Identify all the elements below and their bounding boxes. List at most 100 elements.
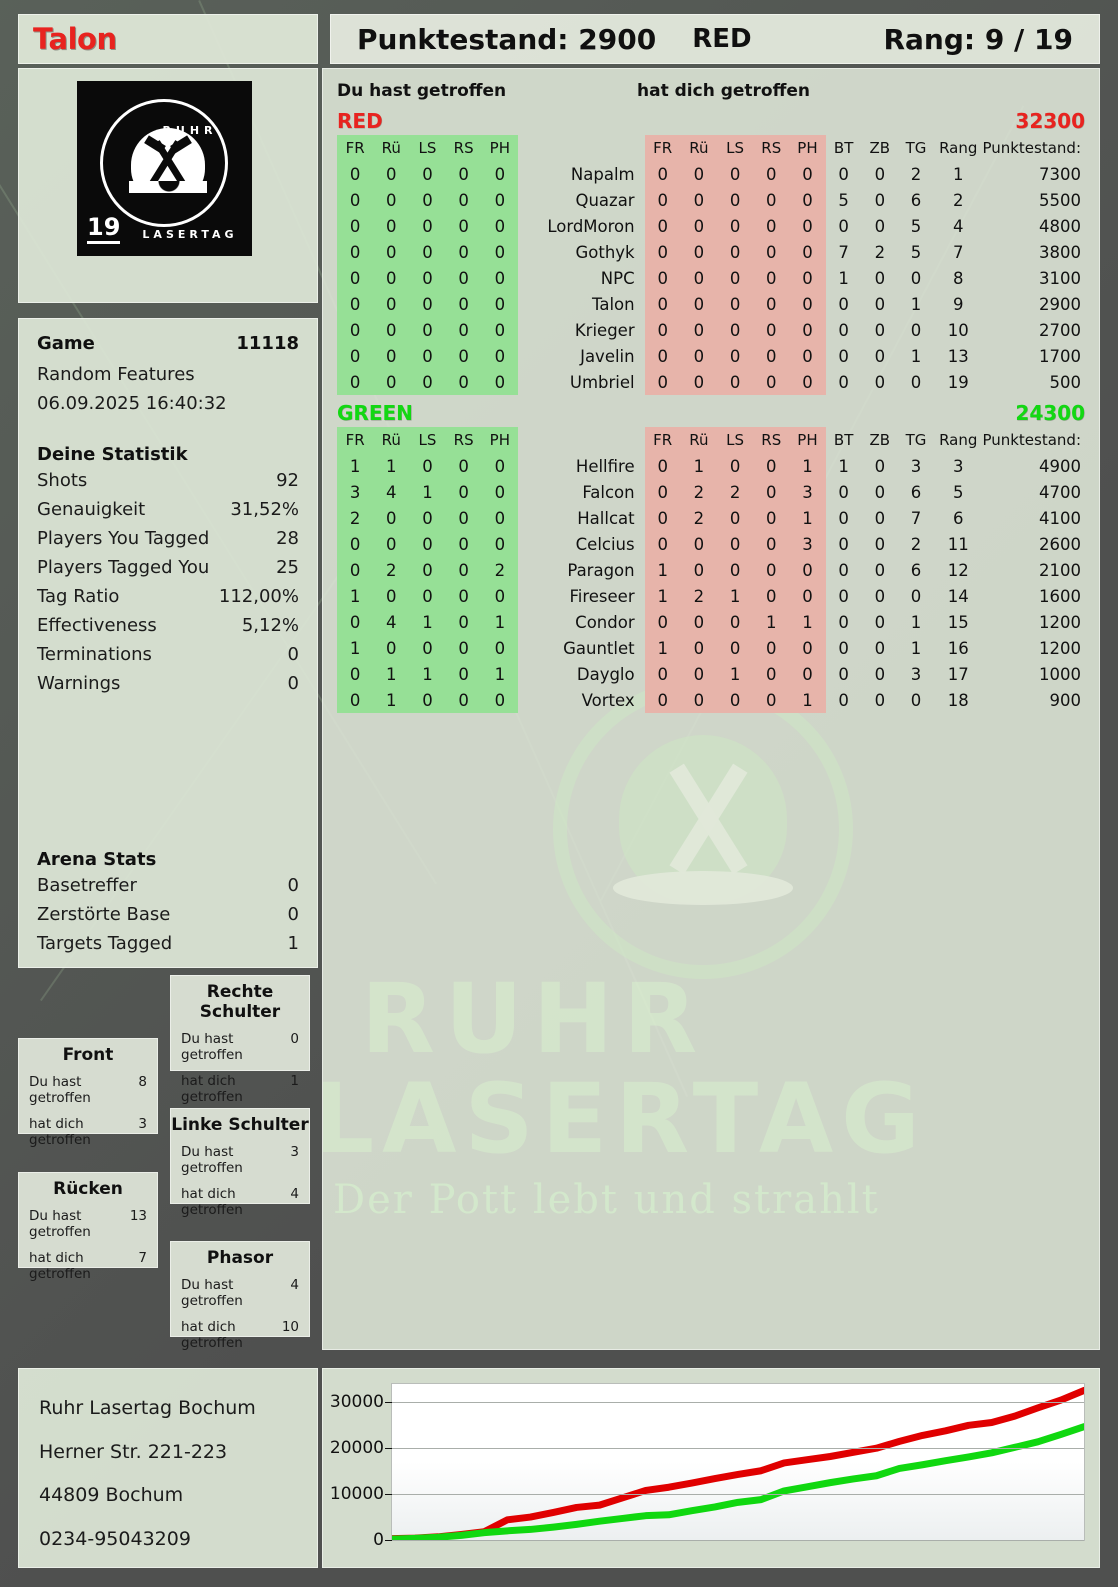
table-row[interactable]: 0 4 1 0 1 Condor 0 0 0 1 1 0 0 1 15 1200	[337, 609, 1087, 635]
cell-zb: 0	[874, 664, 886, 684]
col-header-you-Rü: Rü	[373, 427, 410, 453]
cell-rang: 8	[952, 268, 964, 288]
cell-them: 0	[644, 343, 681, 369]
cell-them: 0	[753, 479, 790, 505]
table-row[interactable]: 0 2 0 0 2 Paragon 1 0 0 0 0 0 0 6 12 2100	[337, 557, 1087, 583]
cell-them: 0	[680, 635, 717, 661]
logo-circle-icon: RUHR LASERTAG	[100, 99, 234, 241]
cell-them: 0	[753, 531, 790, 557]
cell-zb: 0	[874, 612, 886, 632]
cell-zb: 0	[874, 294, 886, 314]
cell-tg: 0	[910, 320, 922, 340]
cell-you: 0	[481, 505, 518, 531]
table-row[interactable]: 0 0 0 0 0 Napalm 0 0 0 0 0 0 0 2 1 7300	[337, 161, 1087, 187]
cell-them: 0	[644, 317, 681, 343]
watermark-line-3: Der Pott lebt und strahlt	[333, 1177, 880, 1223]
team-score-table: FR Rü LS RS PH FR Rü LS RS PH BT ZB TG Rang Punktestan…	[337, 427, 1087, 713]
cell-score: 1200	[1039, 612, 1081, 632]
table-row[interactable]: 0 0 0 0 0 Quazar 0 0 0 0 0 5 0 6 2 5500	[337, 187, 1087, 213]
cell-them: 0	[680, 531, 717, 557]
cell-you: 0	[481, 531, 518, 557]
stat-value: 28	[276, 528, 299, 550]
table-row[interactable]: 3 4 1 0 0 Falcon 0 2 2 0 3 0 0 6 5 4700	[337, 479, 1087, 505]
cell-tg: 1	[910, 612, 922, 632]
stat-label: Players Tagged You	[37, 557, 210, 579]
cell-bt: 0	[838, 294, 849, 314]
cell-player-name: Talon	[592, 294, 635, 314]
cell-you: 0	[445, 161, 482, 187]
cell-them: 0	[789, 239, 826, 265]
chart-gridline	[392, 1448, 1084, 1450]
logo-number: 19	[87, 215, 121, 244]
stat-row: Warnings 0	[37, 670, 299, 699]
page-title: Talon	[33, 22, 117, 56]
cell-you: 0	[445, 317, 482, 343]
table-row[interactable]: 1 1 0 0 0 Hellfire 0 1 0 0 1 1 0 3 3 4900	[337, 453, 1087, 479]
col-header-you-FR: FR	[337, 427, 374, 453]
cell-rang: 15	[947, 612, 969, 632]
cell-score: 2900	[1039, 294, 1081, 314]
cell-bt: 1	[838, 268, 849, 288]
cell-you: 0	[481, 317, 518, 343]
stat-label: Shots	[37, 470, 88, 492]
stat-row: Targets Tagged 1	[37, 930, 299, 959]
table-row[interactable]: 0 0 0 0 0 Krieger 0 0 0 0 0 0 0 0 10 2700	[337, 317, 1087, 343]
cell-zb: 0	[874, 534, 886, 554]
cell-them: 0	[680, 687, 717, 713]
col-header-rang: Rang	[939, 139, 978, 157]
table-row[interactable]: 0 0 0 0 0 Celcius 0 0 0 0 3 0 0 2 11 2600	[337, 531, 1087, 557]
cell-them: 0	[753, 161, 790, 187]
section-headers: Du hast getroffen hat dich getroffen	[337, 81, 1085, 101]
cell-them: 0	[716, 635, 754, 661]
hitbox-front: Front Du hast getroffen 8 hat dich getro…	[18, 1038, 158, 1148]
cell-you: 0	[481, 687, 518, 713]
hitbox-them-value: 4	[290, 1186, 299, 1202]
cell-you: 0	[409, 369, 446, 395]
col-header-you-PH: PH	[481, 135, 518, 161]
cell-you: 0	[409, 213, 446, 239]
cell-them: 0	[753, 453, 790, 479]
game-mode: Random Features	[37, 364, 195, 385]
cell-you: 1	[481, 661, 518, 687]
cell-player-name: Umbriel	[569, 372, 635, 392]
cell-them: 0	[644, 479, 681, 505]
cell-player-name: Gothyk	[575, 242, 635, 262]
table-row[interactable]: 0 0 0 0 0 Umbriel 0 0 0 0 0 0 0 0 19 500	[337, 369, 1087, 395]
table-row[interactable]: 2 0 0 0 0 Hallcat 0 2 0 0 1 0 0 7 6 4100	[337, 505, 1087, 531]
stat-value: 31,52%	[230, 499, 299, 521]
table-row[interactable]: 0 1 1 0 1 Dayglo 0 0 1 0 0 0 0 3 17 1000	[337, 661, 1087, 687]
cell-tg: 6	[910, 560, 922, 580]
cell-you: 0	[337, 609, 374, 635]
watermark-line-2: LASERTAG	[323, 1063, 928, 1175]
cell-them: 0	[716, 239, 754, 265]
cell-them: 0	[753, 265, 790, 291]
hitbox-them-label: hat dich getroffen	[181, 1319, 243, 1351]
cell-rang: 5	[952, 482, 964, 502]
table-row[interactable]: 0 0 0 0 0 LordMoron 0 0 0 0 0 0 0 5 4 4800	[337, 213, 1087, 239]
table-row[interactable]: 0 0 0 0 0 NPC 0 0 0 0 0 1 0 0 8 3100	[337, 265, 1087, 291]
venue-address-panel: Ruhr Lasertag Bochum Herner Str. 221-223…	[18, 1368, 318, 1568]
table-row[interactable]: 1 0 0 0 0 Fireseer 1 2 1 0 0 0 0 0 14 1600	[337, 583, 1087, 609]
col-header-TG: TG	[905, 139, 927, 157]
table-row[interactable]: 0 0 0 0 0 Javelin 0 0 0 0 0 0 0 1 13 1700	[337, 343, 1087, 369]
table-row[interactable]: 0 0 0 0 0 Gothyk 0 0 0 0 0 7 2 5 7 3800	[337, 239, 1087, 265]
cell-you: 0	[337, 343, 374, 369]
cell-them: 0	[716, 161, 754, 187]
cell-rang: 18	[947, 690, 969, 710]
cell-them: 3	[789, 531, 826, 557]
chart-ytick-label: 0	[373, 1530, 392, 1550]
table-row[interactable]: 0 1 0 0 0 Vortex 0 0 0 0 1 0 0 0 18 900	[337, 687, 1087, 713]
cell-you: 0	[409, 161, 446, 187]
table-row[interactable]: 1 0 0 0 0 Gauntlet 1 0 0 0 0 0 0 1 16 1200	[337, 635, 1087, 661]
cell-zb: 0	[874, 346, 886, 366]
cell-you: 2	[481, 557, 518, 583]
cell-them: 0	[753, 291, 790, 317]
col-header-them-PH: PH	[789, 135, 826, 161]
cell-bt: 7	[838, 242, 849, 262]
cell-them: 1	[789, 609, 826, 635]
cell-you: 0	[445, 609, 482, 635]
table-row[interactable]: 0 0 0 0 0 Talon 0 0 0 0 0 0 0 1 9 2900	[337, 291, 1087, 317]
cell-you: 0	[481, 635, 518, 661]
cell-them: 1	[644, 583, 681, 609]
cell-tg: 2	[910, 534, 922, 554]
